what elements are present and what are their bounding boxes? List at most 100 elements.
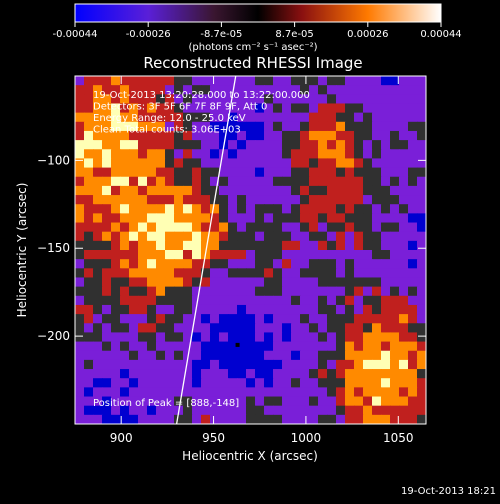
heatmap-cell — [372, 259, 382, 269]
heatmap-cell — [75, 76, 85, 86]
heatmap-cell — [75, 112, 85, 123]
colorbar-tick-label: -0.00026 — [126, 29, 171, 40]
heatmap-cell — [336, 222, 346, 233]
heatmap-cell — [84, 414, 94, 424]
heatmap-cell — [372, 341, 382, 352]
heatmap-cell — [201, 195, 211, 205]
heatmap-cell — [174, 323, 184, 334]
heatmap-cell — [93, 185, 103, 196]
heatmap-cell — [138, 378, 148, 388]
heatmap-cell — [237, 140, 247, 150]
heatmap-cell — [417, 378, 426, 388]
heatmap-cell — [201, 314, 211, 324]
heatmap-cell — [219, 332, 229, 343]
heatmap-cell — [228, 112, 238, 123]
heatmap-cell — [327, 94, 337, 105]
heatmap-cell — [210, 268, 220, 279]
heatmap-cell — [138, 268, 148, 279]
heatmap-cell — [93, 103, 103, 114]
heatmap-cell — [408, 204, 418, 214]
heatmap-cell — [417, 250, 426, 260]
heatmap-cell — [120, 112, 130, 123]
heatmap-cell — [363, 359, 373, 370]
annotation-line: 19-Oct-2013 13:20:28.000 to 13:22:00.000 — [93, 90, 310, 101]
heatmap-cell — [381, 176, 391, 187]
heatmap-cell — [201, 240, 211, 251]
heatmap-cell — [363, 405, 373, 416]
heatmap-cell — [219, 369, 229, 379]
heatmap-cell — [147, 130, 157, 141]
heatmap-cell — [147, 323, 157, 334]
heatmap-cell — [84, 295, 94, 306]
heatmap-cell — [237, 85, 247, 95]
heatmap-cell — [417, 314, 426, 324]
heatmap-cell — [309, 259, 319, 269]
heatmap-cell — [417, 222, 426, 233]
heatmap-cell — [399, 396, 409, 407]
heatmap-cell — [219, 259, 229, 269]
heatmap-cell — [237, 149, 247, 160]
heatmap-cell — [408, 277, 418, 288]
heatmap-cell — [165, 332, 175, 343]
heatmap-cell — [309, 314, 319, 324]
heatmap-cell — [156, 167, 166, 178]
heatmap-cell — [138, 140, 148, 150]
heatmap-cell — [201, 204, 211, 214]
heatmap-cell — [264, 167, 274, 178]
heatmap-cell — [138, 396, 148, 407]
heatmap-cell — [120, 295, 130, 306]
heatmap-cell — [318, 341, 328, 352]
heatmap-cell — [273, 121, 283, 132]
heatmap-cell — [201, 130, 211, 141]
heatmap-cell — [318, 323, 328, 334]
heatmap-cell — [246, 222, 256, 233]
heatmap-cell — [255, 314, 265, 324]
heatmap-cell — [354, 378, 364, 388]
heatmap-cell — [165, 369, 175, 379]
heatmap-cell — [120, 94, 130, 105]
heatmap-cell — [84, 268, 94, 279]
heatmap-cell — [120, 268, 130, 279]
heatmap-cell — [354, 112, 364, 123]
heatmap-cell — [129, 314, 139, 324]
heatmap-cell — [264, 314, 274, 324]
heatmap-cell — [201, 121, 211, 132]
heatmap-cell — [417, 359, 426, 370]
heatmap-cell — [381, 332, 391, 343]
heatmap-cell — [246, 130, 256, 141]
heatmap-cell — [255, 405, 265, 416]
heatmap-cell — [309, 231, 319, 242]
heatmap-cell — [129, 149, 139, 160]
heatmap-cell — [363, 158, 373, 169]
heatmap-cell — [327, 195, 337, 205]
heatmap-cell — [363, 295, 373, 306]
heatmap-cell — [102, 277, 112, 288]
heatmap-cell — [174, 130, 184, 141]
heatmap-cell — [372, 359, 382, 370]
heatmap-cell — [363, 341, 373, 352]
heatmap-cell — [75, 332, 85, 343]
heatmap-cell — [399, 286, 409, 297]
heatmap-cell — [246, 414, 256, 424]
heatmap-cell — [399, 304, 409, 315]
heatmap-cell — [318, 259, 328, 269]
heatmap-cell — [372, 414, 382, 424]
heatmap-cell — [354, 130, 364, 141]
heatmap-cell — [129, 396, 139, 407]
heatmap-cell — [237, 314, 247, 324]
heatmap-cell — [156, 130, 166, 141]
heatmap-cell — [309, 405, 319, 416]
colorbar-tick-label: -0.00044 — [53, 29, 98, 40]
heatmap-cell — [165, 286, 175, 297]
heatmap-cell — [84, 396, 94, 407]
heatmap-cell — [102, 396, 112, 407]
heatmap-cell — [399, 295, 409, 306]
heatmap-cell — [174, 185, 184, 196]
heatmap-cell — [219, 314, 229, 324]
heatmap-cell — [291, 231, 301, 242]
heatmap-cell — [246, 167, 256, 178]
heatmap-cell — [138, 158, 148, 169]
heatmap-cell — [318, 304, 328, 315]
heatmap-cell — [93, 359, 103, 370]
heatmap-cell — [192, 149, 202, 160]
